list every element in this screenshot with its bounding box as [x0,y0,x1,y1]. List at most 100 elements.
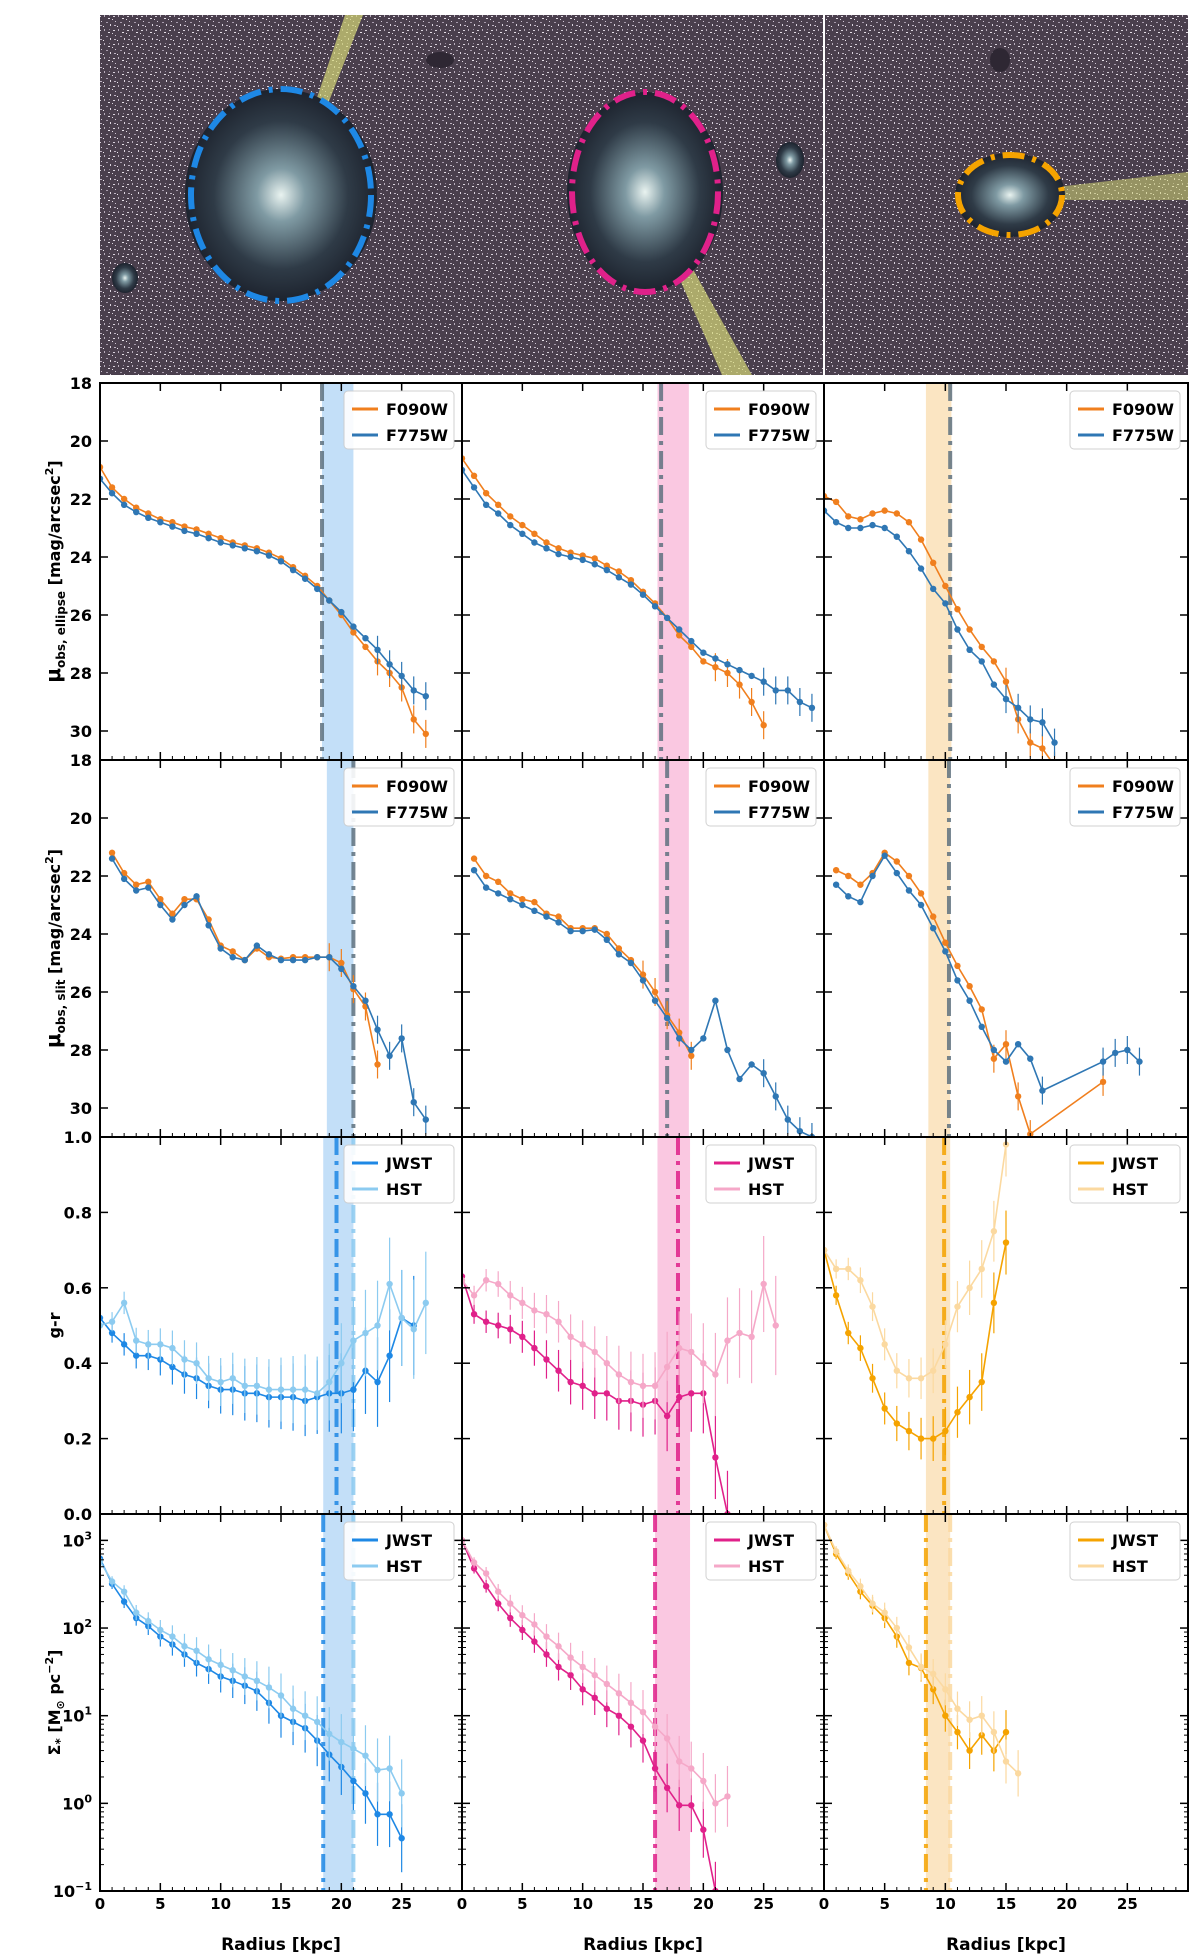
data-point [832,1292,840,1299]
data-point [301,1386,309,1393]
data-point [627,1699,635,1707]
data-point [193,893,200,900]
panel-mu_ellipse-orange: F090W F775W [823,382,1189,761]
data-point [108,1578,116,1585]
data-point [1002,1239,1010,1246]
data-point [942,600,949,607]
data-point [712,655,719,662]
data-point [350,983,357,990]
data-point [712,664,719,671]
x-tick-label: 20 [1056,1895,1077,1913]
x-tick-label: 25 [391,1895,412,1913]
data-point [422,1116,429,1123]
x-tick-label: 0 [95,1895,105,1913]
y-tick-label: 26 [70,983,92,1002]
data-point [857,1583,864,1590]
data-point [108,1329,116,1337]
data-point [482,1583,490,1590]
data-point [881,1341,888,1348]
data-point [917,1375,925,1382]
data-point [229,1667,236,1674]
data-point [145,878,152,885]
y-tick-label: 1.0 [64,1128,92,1147]
data-point [676,626,683,633]
data-point [289,1386,297,1393]
data-point [724,1046,731,1054]
data-point [470,1559,478,1566]
data-point [978,1378,985,1386]
legend-label-JWST: JWST [385,1531,432,1550]
data-point [519,521,526,529]
data-point [942,582,949,590]
data-point [519,896,526,903]
data-point [181,896,188,903]
x-axis-label: Radius [kpc] [946,1935,1066,1955]
y-tick-label: 101 [62,1705,92,1726]
data-point [676,1802,683,1809]
data-point [845,893,852,900]
data-point [205,534,212,542]
data-point [978,643,985,651]
data-point [181,527,188,535]
data-point [688,1348,695,1356]
y-tick-label: 103 [62,1529,92,1550]
data-point [942,948,949,955]
data-point [314,585,321,593]
data-point [374,1378,381,1386]
x-tick-label: 5 [517,1895,527,1913]
data-point [881,852,888,859]
data-point [567,1333,574,1341]
data-point [700,1777,707,1785]
data-point [930,1686,937,1693]
data-point [519,1333,526,1341]
data-point [507,1614,514,1622]
data-point [169,1633,176,1640]
data-point [845,513,852,520]
y-axis-label-sigma: Σ* [M⊙ pc−2] [43,1650,67,1756]
legend-label-F775W: F775W [1112,803,1174,822]
data-point [495,1600,502,1607]
data-point [845,872,852,880]
data-point [555,550,562,558]
galaxy-2 [567,92,723,292]
data-point [169,1363,176,1371]
data-point [615,1712,623,1719]
y-axis-label-text: Σ* [M⊙ pc−2] [43,1650,67,1756]
data-point [277,1386,285,1393]
data-point [253,1382,261,1390]
data-point [857,1277,864,1284]
data-point [724,1337,731,1344]
plot-area [832,760,1143,1137]
data-point [543,1651,550,1658]
data-point [277,1692,285,1699]
data-point [229,954,236,961]
data-point [881,1609,888,1616]
data-point [350,623,357,630]
data-point [591,555,598,562]
data-point [241,1382,248,1390]
data-point [362,643,369,651]
radius-band [657,1137,691,1514]
data-point [374,1026,381,1033]
radius-band [655,1514,691,1891]
data-point [748,1061,755,1068]
x-tick-label: 0 [819,1895,829,1913]
data-point [253,942,261,949]
data-point [639,1737,647,1744]
data-point [495,1280,502,1288]
legend-label-HST: HST [386,1180,422,1199]
panel-sigma-blue: 0 5 10 15 20 25 10−1 100 101 102 103 JWST HST [53,1513,463,1913]
data-point [748,672,755,680]
data-point [917,890,925,897]
data-point [700,1826,707,1833]
data-point [169,910,176,917]
data-point [736,1329,743,1337]
data-point [289,566,297,574]
data-point [482,872,490,880]
data-point [338,1738,345,1746]
data-point [362,635,369,642]
radius-band [928,760,951,1137]
data-point [507,1292,514,1299]
data-point [772,687,779,694]
